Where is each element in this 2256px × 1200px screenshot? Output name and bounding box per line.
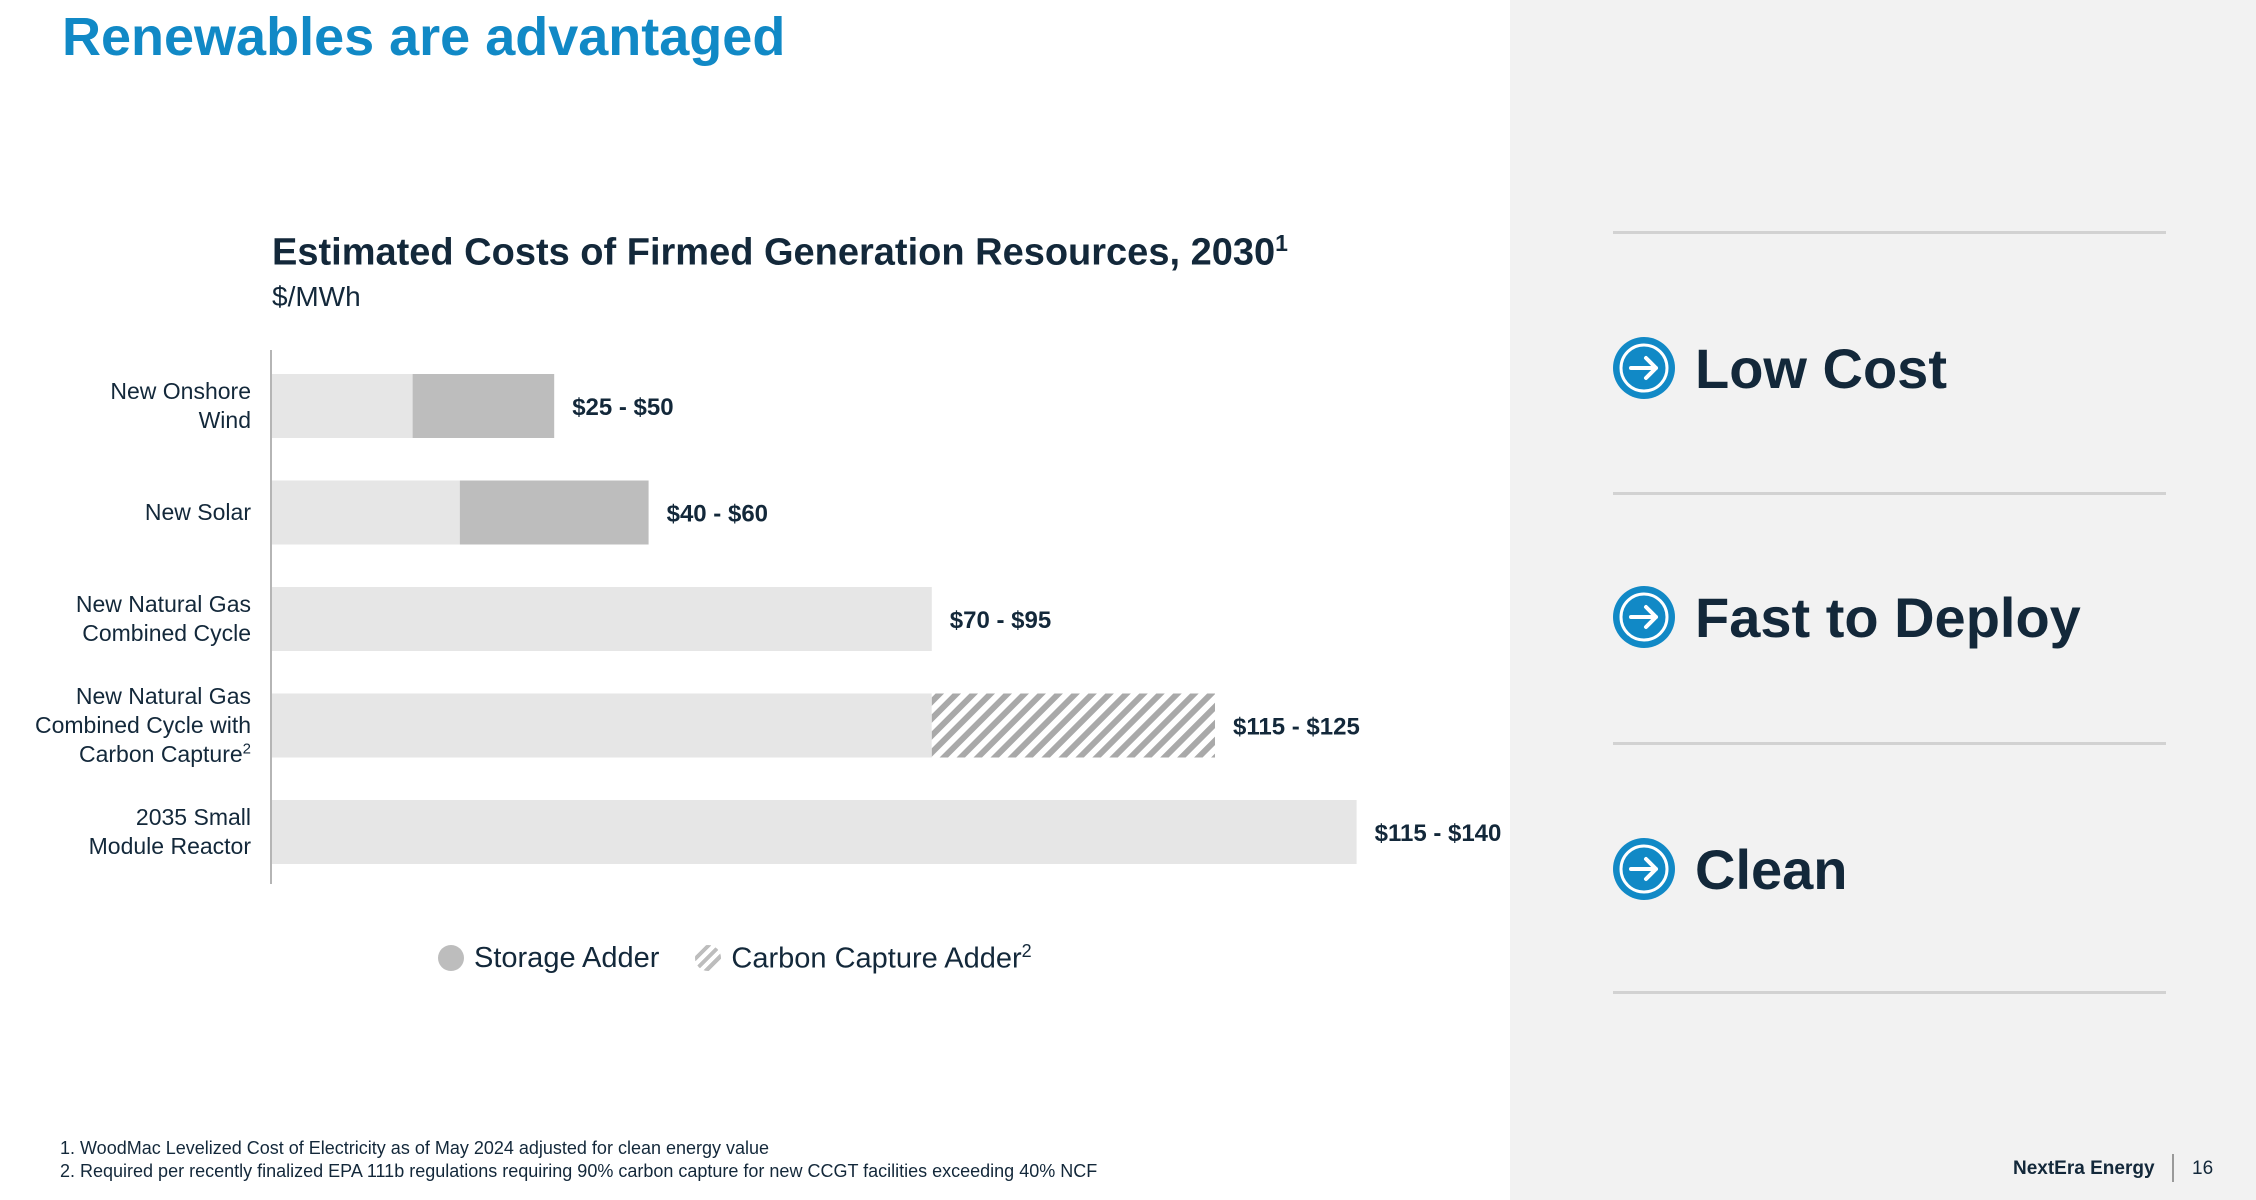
bar-range-label: $115 - $140 bbox=[1375, 820, 1502, 847]
category-label: New Solar bbox=[0, 498, 251, 527]
legend-item-storage-adder: Storage Adder bbox=[438, 942, 659, 975]
brand-name: NextEra Energy bbox=[2013, 1158, 2155, 1179]
legend-swatch-carbon-capture-adder bbox=[695, 945, 722, 972]
legend-swatch-storage-adder bbox=[438, 945, 464, 972]
category-label-line: New Natural Gas bbox=[75, 591, 251, 617]
category-label-line: New Onshore bbox=[110, 378, 251, 404]
legend-label: Storage Adder bbox=[474, 941, 660, 974]
arrow-right-circle-icon bbox=[1613, 586, 1675, 648]
category-label-line: 2035 Small bbox=[135, 804, 251, 830]
legend-item-carbon-capture-adder: Carbon Capture Adder2 bbox=[695, 941, 1032, 976]
slide-title: Renewables are advantaged bbox=[62, 7, 786, 67]
bar-base bbox=[271, 480, 460, 545]
key-point-clean: Clean bbox=[1613, 837, 1848, 901]
arrow-right-circle-icon bbox=[1613, 337, 1675, 399]
bar-range-label: $70 - $95 bbox=[950, 607, 1051, 634]
key-point-fast-to-deploy: Fast to Deploy bbox=[1613, 585, 2081, 649]
key-point-low-cost: Low Cost bbox=[1613, 336, 1947, 400]
category-label-line: Wind bbox=[198, 407, 251, 433]
bar-range-label: $25 - $50 bbox=[572, 394, 673, 421]
bar-base bbox=[271, 693, 932, 758]
footer-divider bbox=[2172, 1154, 2174, 1182]
key-point-label: Low Cost bbox=[1695, 336, 1947, 400]
bar-base bbox=[271, 587, 932, 651]
divider bbox=[1613, 742, 2166, 745]
footnotes: 1. WoodMac Levelized Cost of Electricity… bbox=[60, 1137, 1097, 1183]
chart-legend: Storage Adder Carbon Capture Adder2 bbox=[438, 941, 1032, 976]
category-label: 2035 Small Module Reactor bbox=[0, 803, 251, 861]
chart-title-footnote-ref: 1 bbox=[1275, 230, 1288, 256]
legend-label: Carbon Capture Adder2 bbox=[731, 941, 1032, 975]
page-number: 16 bbox=[2192, 1158, 2214, 1179]
bar-carbon-capture-adder bbox=[931, 693, 1215, 758]
bar-range-label: $40 - $60 bbox=[667, 501, 768, 528]
category-label-line: Combined Cycle with bbox=[34, 712, 251, 738]
category-label-line: Carbon Capture2 bbox=[79, 740, 251, 767]
divider bbox=[1613, 991, 2166, 994]
category-label-line: New Solar bbox=[144, 499, 251, 525]
bar-chart: $25 - $50 $40 - $60 $70 - $95 $115 - $125 $1… bbox=[270, 350, 1502, 884]
chart-subtitle: $/MWh bbox=[272, 281, 361, 312]
divider bbox=[1613, 492, 2166, 495]
category-label: New Natural Gas Combined Cycle with Carbon… bbox=[0, 682, 251, 769]
divider bbox=[1613, 231, 2166, 234]
category-label-line: New Natural Gas bbox=[75, 683, 251, 709]
bar-base bbox=[271, 800, 1357, 864]
bar-storage-adder bbox=[412, 374, 555, 438]
bar-range-label: $115 - $125 bbox=[1233, 714, 1360, 741]
key-point-label: Clean bbox=[1695, 837, 1848, 901]
footnote: 1. WoodMac Levelized Cost of Electricity… bbox=[60, 1138, 770, 1158]
key-point-label: Fast to Deploy bbox=[1695, 585, 2081, 649]
bar-base bbox=[271, 374, 413, 438]
category-label: New Natural Gas Combined Cycle bbox=[0, 590, 251, 648]
category-label-line: Combined Cycle bbox=[82, 620, 251, 646]
category-footnote-ref: 2 bbox=[242, 740, 251, 758]
bar-storage-adder bbox=[459, 480, 649, 545]
category-label: New Onshore Wind bbox=[0, 377, 251, 435]
footnote: 2. Required per recently finalized EPA 1… bbox=[60, 1161, 1098, 1181]
category-label-line: Module Reactor bbox=[88, 833, 251, 859]
chart-title: Estimated Costs of Firmed Generation Res… bbox=[272, 230, 1288, 274]
arrow-right-circle-icon bbox=[1613, 838, 1675, 900]
